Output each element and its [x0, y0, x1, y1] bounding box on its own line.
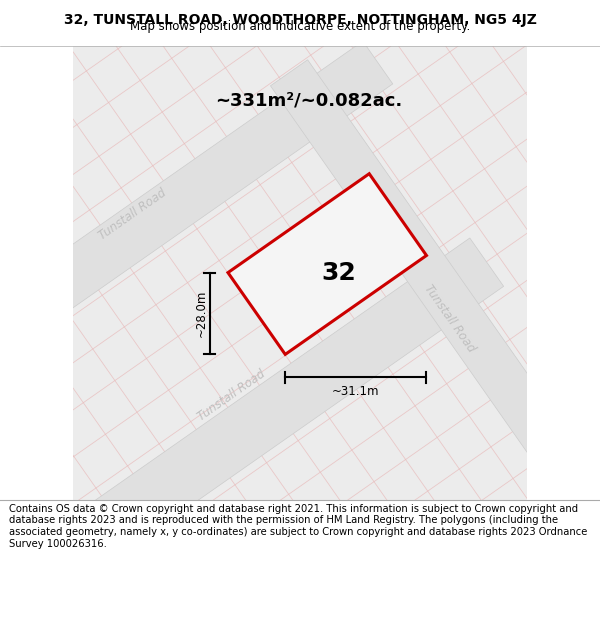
Text: 32, TUNSTALL ROAD, WOODTHORPE, NOTTINGHAM, NG5 4JZ: 32, TUNSTALL ROAD, WOODTHORPE, NOTTINGHA… — [64, 13, 536, 27]
Text: ~331m²/~0.082ac.: ~331m²/~0.082ac. — [215, 92, 403, 110]
Text: 32: 32 — [321, 261, 356, 285]
Text: ~31.1m: ~31.1m — [332, 385, 380, 398]
Polygon shape — [228, 174, 427, 354]
Text: Contains OS data © Crown copyright and database right 2021. This information is : Contains OS data © Crown copyright and d… — [9, 504, 587, 549]
Text: Map shows position and indicative extent of the property.: Map shows position and indicative extent… — [130, 20, 470, 33]
Text: ~28.0m: ~28.0m — [195, 290, 208, 337]
Polygon shape — [271, 60, 600, 532]
Text: Tunstall Road: Tunstall Road — [196, 368, 268, 424]
Polygon shape — [0, 41, 393, 396]
Text: Tunstall Road: Tunstall Road — [422, 282, 478, 355]
Polygon shape — [24, 238, 503, 599]
Text: Tunstall Road: Tunstall Road — [96, 186, 169, 242]
